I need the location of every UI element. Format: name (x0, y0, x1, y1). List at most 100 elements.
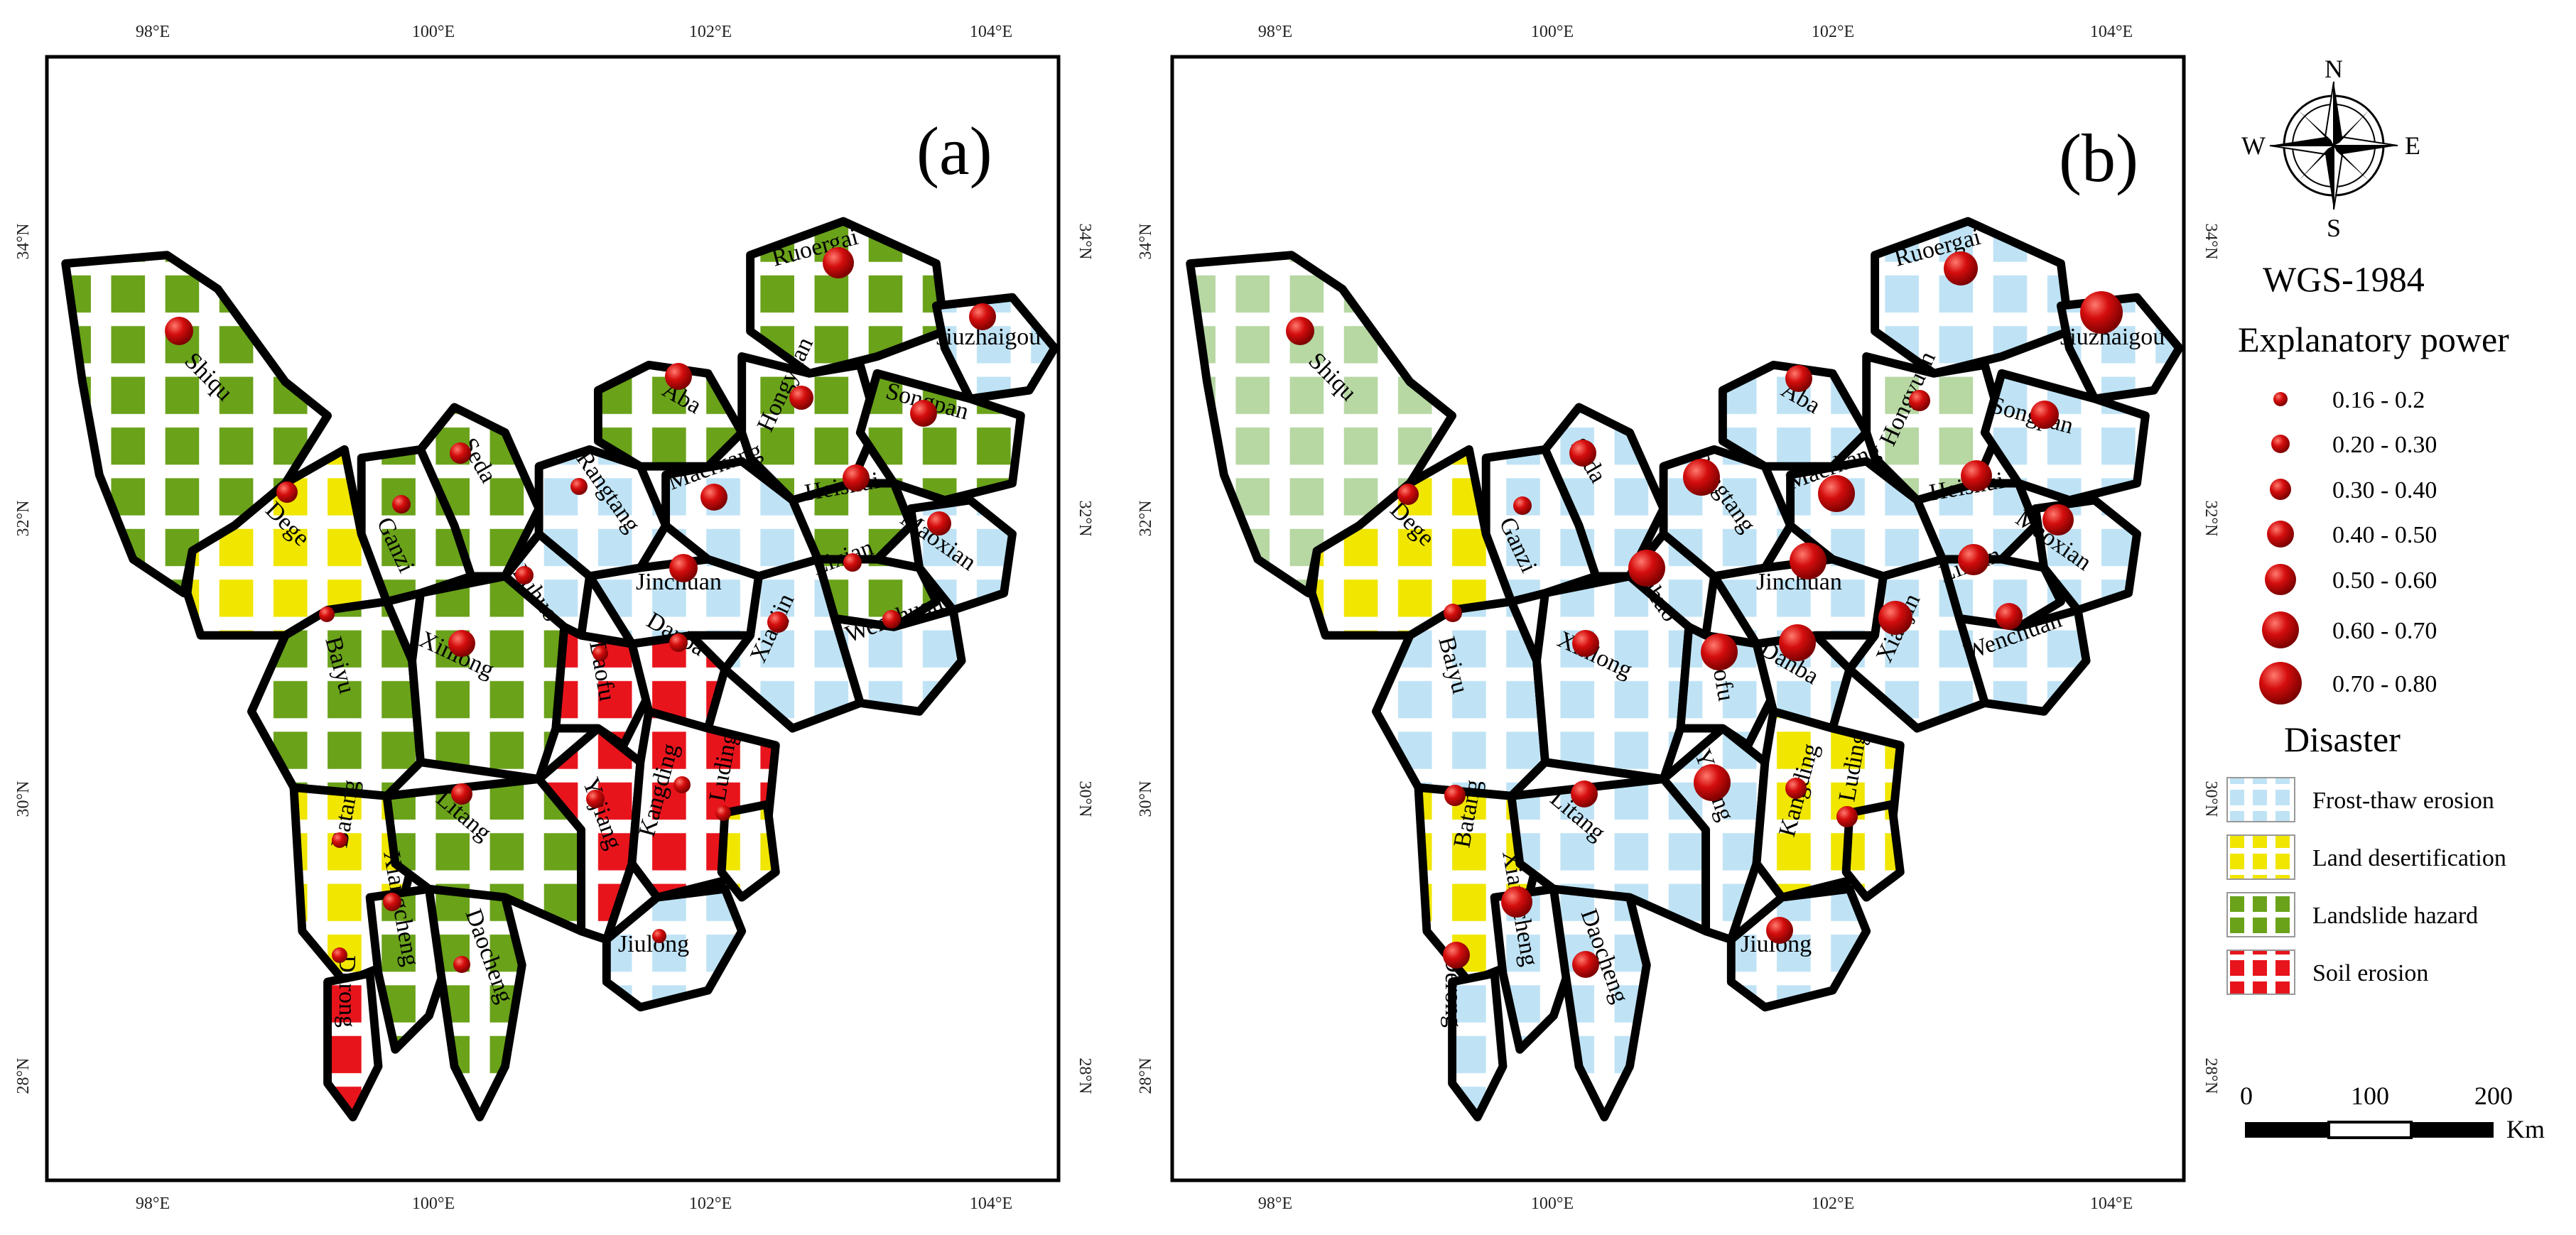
lat-tick: 30°N (14, 781, 33, 817)
power-marker (515, 566, 534, 584)
power-marker (715, 805, 731, 821)
power-marker (1766, 917, 1793, 944)
scale-bar: 0 100 200 Km (2240, 1082, 2545, 1143)
panel-b-power-spheres (1286, 251, 2123, 978)
lon-tick: 100°E (1531, 23, 1574, 41)
disaster-legend-title: Disaster (2284, 719, 2401, 759)
power-marker (1513, 496, 1532, 515)
desertification-swatch (2226, 834, 2295, 880)
power-marker (927, 511, 951, 535)
power-marker (453, 956, 470, 973)
power-marker (789, 386, 813, 410)
panel-b: 98°E 100°E 102°E 104°E 98°E 100°E 102°E … (1137, 23, 2220, 1213)
lon-tick: 98°E (136, 23, 170, 41)
disaster-label: Landslide hazard (2312, 903, 2478, 929)
disaster-legend: Frost-thaw erosion Land desertification … (2226, 777, 2506, 995)
scale-unit: Km (2506, 1115, 2545, 1143)
power-class-label: 0.40 - 0.50 (2332, 522, 2437, 548)
power-marker (1944, 251, 1978, 285)
panel-a-power-spheres (165, 247, 996, 973)
compass-s: S (2327, 214, 2341, 242)
scale-segment (2327, 1121, 2413, 1139)
panel-b-lon-ticks-bottom: 98°E 100°E 102°E 104°E (1258, 1195, 2133, 1213)
power-marker (592, 646, 608, 661)
lon-tick: 98°E (1258, 1195, 1292, 1213)
power-marker (1779, 624, 1816, 661)
compass-n: N (2325, 55, 2343, 83)
power-marker (843, 553, 862, 572)
lat-tick: 32°N (2202, 501, 2220, 537)
power-legend-marker (2265, 564, 2296, 595)
power-marker (448, 630, 475, 657)
power-marker (910, 400, 937, 427)
power-marker (1683, 459, 1720, 496)
power-marker (1958, 544, 1989, 575)
lon-tick: 104°E (2090, 1195, 2133, 1213)
lon-tick: 104°E (2090, 23, 2133, 41)
lat-tick: 34°N (1076, 224, 1094, 260)
lon-tick: 102°E (689, 23, 732, 41)
power-marker (2042, 504, 2074, 535)
power-class-label: 0.50 - 0.60 (2332, 567, 2437, 594)
lon-tick: 100°E (1531, 1195, 1574, 1213)
lat-tick: 30°N (2202, 781, 2220, 817)
power-marker (451, 783, 472, 805)
panel-a-lon-ticks-top: 98°E 100°E 102°E 104°E (136, 23, 1012, 41)
disaster-label: Soil erosion (2312, 960, 2428, 986)
disaster-label: Frost-thaw erosion (2312, 788, 2494, 814)
panel-label-b: (b) (2059, 120, 2138, 196)
power-marker (1909, 390, 1930, 411)
panel-a-lat-ticks-left: 34°N 32°N 30°N 28°N (14, 224, 33, 1094)
soil-erosion-swatch (2226, 950, 2295, 995)
panel-a-lon-ticks-bottom: 98°E 100°E 102°E 104°E (136, 1195, 1012, 1213)
power-class-label: 0.30 - 0.40 (2332, 477, 2437, 504)
power-marker (276, 482, 298, 503)
power-marker (673, 776, 691, 793)
power-marker (1571, 780, 1598, 807)
power-marker (1286, 317, 1314, 345)
lat-tick: 32°N (1137, 501, 1155, 537)
power-marker (2030, 401, 2059, 429)
power-marker (669, 633, 688, 652)
power-marker (1790, 543, 1827, 580)
power-legend-marker (2262, 611, 2299, 648)
lon-tick: 104°E (970, 23, 1012, 41)
lat-tick: 34°N (2202, 224, 2220, 260)
power-marker (450, 442, 471, 464)
panel-a: 98°E 100°E 102°E 104°E 98°E 100°E 102°E … (14, 23, 1094, 1213)
compass-rose-icon: N S E W (2241, 55, 2420, 242)
lon-tick: 98°E (1258, 23, 1292, 41)
county-label: Derong (334, 955, 360, 1028)
power-marker (1572, 630, 1599, 657)
power-marker (1818, 475, 1855, 512)
power-legend-marker (2259, 662, 2302, 704)
disaster-label: Land desertification (2312, 845, 2506, 871)
power-marker (843, 464, 870, 491)
power-marker (1444, 604, 1462, 622)
lon-tick: 104°E (970, 1195, 1012, 1213)
power-legend-marker (2270, 479, 2291, 500)
power-marker (1572, 951, 1599, 978)
power-marker (383, 893, 401, 911)
scale-segment (2245, 1122, 2329, 1138)
power-legend: 0.16 - 0.2 0.20 - 0.30 0.30 - 0.40 0.40 … (2259, 387, 2437, 704)
lon-tick: 98°E (136, 1195, 170, 1213)
panel-b-lat-ticks-right: 34°N 32°N 30°N 28°N (2202, 224, 2220, 1094)
power-marker (1961, 460, 1992, 491)
compass-w: W (2241, 131, 2266, 160)
lon-tick: 100°E (412, 23, 455, 41)
power-marker (767, 611, 789, 633)
power-marker (1701, 633, 1738, 670)
power-legend-marker (2267, 521, 2294, 548)
power-class-label: 0.16 - 0.2 (2332, 387, 2425, 413)
lon-tick: 102°E (1812, 23, 1854, 41)
power-marker (570, 478, 588, 495)
power-class-label: 0.60 - 0.70 (2332, 618, 2437, 644)
lat-tick: 32°N (1076, 501, 1094, 537)
power-marker (1443, 942, 1470, 969)
power-marker (1501, 886, 1532, 918)
power-legend-title: Explanatory power (2238, 320, 2509, 359)
power-marker (319, 606, 335, 622)
power-marker (700, 484, 727, 511)
